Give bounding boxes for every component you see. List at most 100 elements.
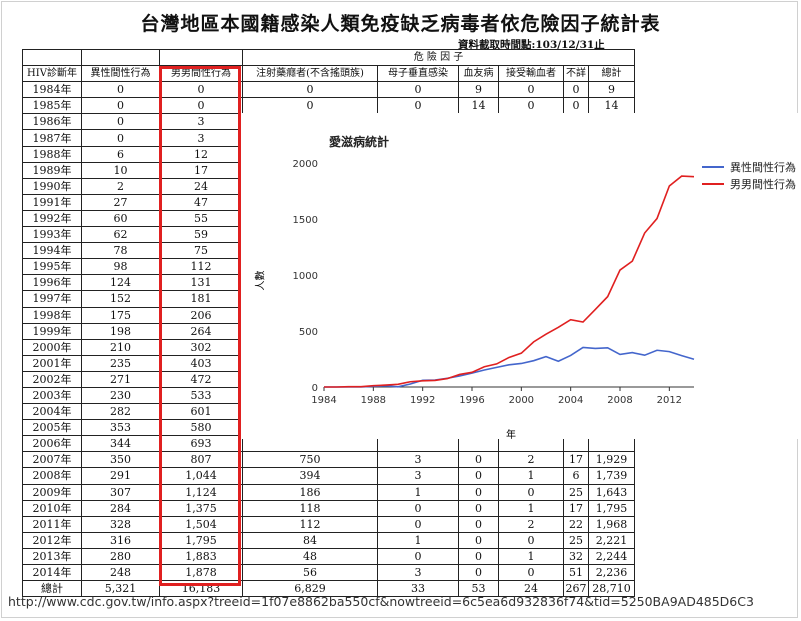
table-cell: 3 <box>378 565 459 581</box>
x-tick-label: 1988 <box>361 395 386 406</box>
table-cell: 124 <box>82 275 160 291</box>
table-cell: 98 <box>82 259 160 275</box>
table-cell: 2 <box>82 178 160 194</box>
table-cell: 1998年 <box>23 307 82 323</box>
table-cell: 1,878 <box>160 565 243 581</box>
table-cell: 55 <box>160 210 243 226</box>
table-cell: 14 <box>459 98 499 114</box>
table-cell: 2013年 <box>23 548 82 564</box>
chart-legend: 異性間性行為 男男間性行為 <box>702 158 796 192</box>
table-cell: 1984年 <box>23 82 82 98</box>
column-header: HIV診斷年 <box>23 66 82 82</box>
table-cell: 181 <box>160 291 243 307</box>
series-line <box>324 176 694 387</box>
table-cell: 27 <box>82 194 160 210</box>
table-cell: 25 <box>564 484 589 500</box>
table-cell: 1995年 <box>23 259 82 275</box>
legend-label: 異性間性行為 <box>730 159 796 175</box>
table-cell: 2,236 <box>589 565 635 581</box>
table-cell: 210 <box>82 339 160 355</box>
table-row: 2009年 307 1,124 186 1 0 0 25 1,643 <box>23 484 635 500</box>
table-cell: 1989年 <box>23 162 82 178</box>
table-cell: 0 <box>499 484 564 500</box>
x-tick-label: 2000 <box>509 395 534 406</box>
table-row: 2007年 350 807 750 3 0 2 17 1,929 <box>23 452 635 468</box>
table-cell: 2003年 <box>23 387 82 403</box>
table-header-row: HIV診斷年 異性間性行為 男男間性行為 注射藥癮者(不含搖頭族) 母子垂直感染 血友病接… <box>23 66 635 82</box>
table-cell: 25 <box>564 532 589 548</box>
table-cell: 1,643 <box>589 484 635 500</box>
table-cell: 235 <box>82 355 160 371</box>
table-cell: 0 <box>564 98 589 114</box>
table-cell: 206 <box>160 307 243 323</box>
page-title: 台灣地區本國籍感染人類免疫缺乏病毒者依危險因子統計表 <box>0 9 801 36</box>
table-cell: 472 <box>160 371 243 387</box>
table-cell: 280 <box>82 548 160 564</box>
table-cell: 693 <box>160 436 243 452</box>
table-cell: 264 <box>160 323 243 339</box>
table-cell: 6 <box>82 146 160 162</box>
table-cell: 1 <box>499 548 564 564</box>
table-corner-cell <box>23 50 82 66</box>
table-row: 1985年 0 0 0 0 14 0 0 14 <box>23 98 635 114</box>
table-cell: 1996年 <box>23 275 82 291</box>
table-cell: 316 <box>82 532 160 548</box>
table-cell: 0 <box>82 114 160 130</box>
y-tick-label: 0 <box>312 383 318 394</box>
table-cell: 403 <box>160 355 243 371</box>
table-cell: 328 <box>82 516 160 532</box>
table-cell: 580 <box>160 420 243 436</box>
table-cell: 59 <box>160 227 243 243</box>
table-cell: 32 <box>564 548 589 564</box>
table-cell: 291 <box>82 468 160 484</box>
y-axis-label: 人數 <box>252 271 267 291</box>
table-cell: 1999年 <box>23 323 82 339</box>
table-cell: 0 <box>82 82 160 98</box>
table-cell: 2005年 <box>23 420 82 436</box>
table-cell: 1988年 <box>23 146 82 162</box>
table-cell: 1,124 <box>160 484 243 500</box>
table-row: 1984年 0 0 0 0 9 0 0 9 <box>23 82 635 98</box>
table-cell: 601 <box>160 404 243 420</box>
chart-panel: 愛滋病統計 0 500 1000 1500 2000 1984 1988 1992 1996 20… <box>241 113 798 439</box>
x-tick-label: 1984 <box>311 395 336 406</box>
table-cell: 1,739 <box>589 468 635 484</box>
y-tick-label: 1500 <box>293 215 318 226</box>
table-cell: 1,044 <box>160 468 243 484</box>
table-cell: 198 <box>82 323 160 339</box>
table-cell: 2010年 <box>23 500 82 516</box>
table-row: 2011年 328 1,504 112 0 0 2 22 1,968 <box>23 516 635 532</box>
table-cell: 271 <box>82 371 160 387</box>
table-cell: 56 <box>243 565 378 581</box>
table-cell: 0 <box>82 98 160 114</box>
table-cell: 2000年 <box>23 339 82 355</box>
table-cell: 1 <box>378 484 459 500</box>
table-cell: 47 <box>160 194 243 210</box>
table-cell: 2008年 <box>23 468 82 484</box>
table-cell: 2009年 <box>23 484 82 500</box>
table-cell: 2014年 <box>23 565 82 581</box>
table-row: 2010年 284 1,375 118 0 0 1 17 1,795 <box>23 500 635 516</box>
table-cell: 9 <box>589 82 635 98</box>
table-cell: 3 <box>160 130 243 146</box>
legend-label: 男男間性行為 <box>730 176 796 192</box>
column-header: 男男間性行為 <box>160 66 243 82</box>
table-cell: 0 <box>499 532 564 548</box>
table-cell: 0 <box>378 516 459 532</box>
column-header: 母子垂直感染 <box>378 66 459 82</box>
table-cell: 1,968 <box>589 516 635 532</box>
table-cell: 0 <box>459 468 499 484</box>
table-cell: 17 <box>564 500 589 516</box>
table-cell: 6 <box>564 468 589 484</box>
table-cell: 75 <box>160 243 243 259</box>
table-cell: 0 <box>378 82 459 98</box>
legend-swatch <box>702 183 724 185</box>
table-cell: 0 <box>459 565 499 581</box>
legend-item: 男男間性行為 <box>702 175 796 192</box>
table-cell: 0 <box>160 82 243 98</box>
table-cell: 1993年 <box>23 227 82 243</box>
table-cell: 3 <box>160 114 243 130</box>
table-cell: 14 <box>589 98 635 114</box>
x-tick-label: 2008 <box>607 395 632 406</box>
table-cell: 2,244 <box>589 548 635 564</box>
